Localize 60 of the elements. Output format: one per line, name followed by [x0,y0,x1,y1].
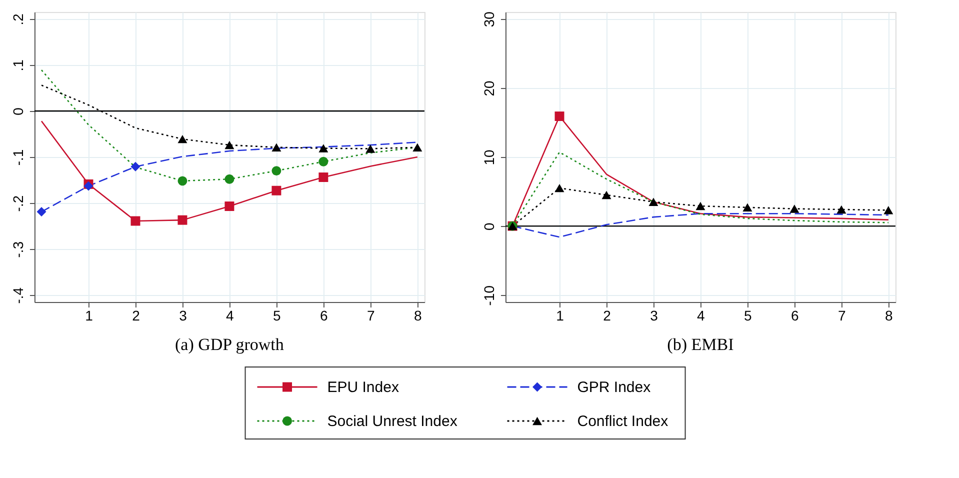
point [178,176,188,186]
x-tick-label: 5 [744,308,752,324]
point [836,205,846,214]
x-tick-label: 3 [179,308,188,324]
y-tick-label: -10 [480,285,497,306]
point [554,112,564,122]
x-tick-label: 8 [414,308,422,324]
point [224,140,234,150]
point [742,203,752,212]
x-tick-label: 1 [85,308,94,324]
x-tick-label: 2 [132,308,140,324]
x-tick-label: 1 [556,308,564,324]
point [412,143,422,152]
text: (b) EMBI [667,335,734,354]
point [554,184,564,192]
legend-label: Conflict Index [577,413,669,430]
x-tick-label: 8 [885,308,894,324]
point [130,162,140,172]
x-tick-label: 7 [367,308,376,324]
point [318,144,328,152]
point [648,198,658,206]
point [318,156,328,166]
y-tick-label: .1 [10,59,26,72]
x-tick-label: 3 [650,308,658,324]
point [178,215,188,225]
point [36,207,46,217]
point [790,204,800,213]
point [272,186,282,196]
y-tick-label: -.3 [10,241,26,258]
point [602,190,612,200]
y-tick-label: -.1 [10,149,26,166]
legend-label: Social Unrest Index [327,413,458,430]
x-tick-label: 5 [273,308,282,324]
text: (a) GDP growth [174,335,284,354]
point [318,172,328,182]
point [272,166,282,176]
y-tick-label: 0 [480,222,497,230]
point [272,143,282,152]
y-tick-label: .2 [10,13,26,26]
point [696,202,706,210]
point [884,206,894,214]
point [366,144,376,153]
point [178,134,188,144]
legend-label: EPU Index [327,379,400,396]
y-tick-label: 30 [480,11,497,28]
x-tick-label: 2 [603,308,612,324]
y-tick-label: -.4 [10,287,26,304]
point [130,216,140,226]
y-tick-label: 0 [10,107,26,116]
point [224,174,234,184]
legend-label: GPR Index [577,379,652,396]
point [224,202,234,211]
x-tick-label: 4 [226,308,234,324]
x-tick-label: 6 [791,308,800,324]
y-tick-label: 20 [480,80,497,96]
y-tick-label: -.2 [10,195,26,212]
x-tick-label: 6 [320,308,328,324]
x-tick-label: 7 [838,308,846,324]
x-tick-label: 4 [697,308,706,324]
y-tick-label: 10 [480,150,497,166]
